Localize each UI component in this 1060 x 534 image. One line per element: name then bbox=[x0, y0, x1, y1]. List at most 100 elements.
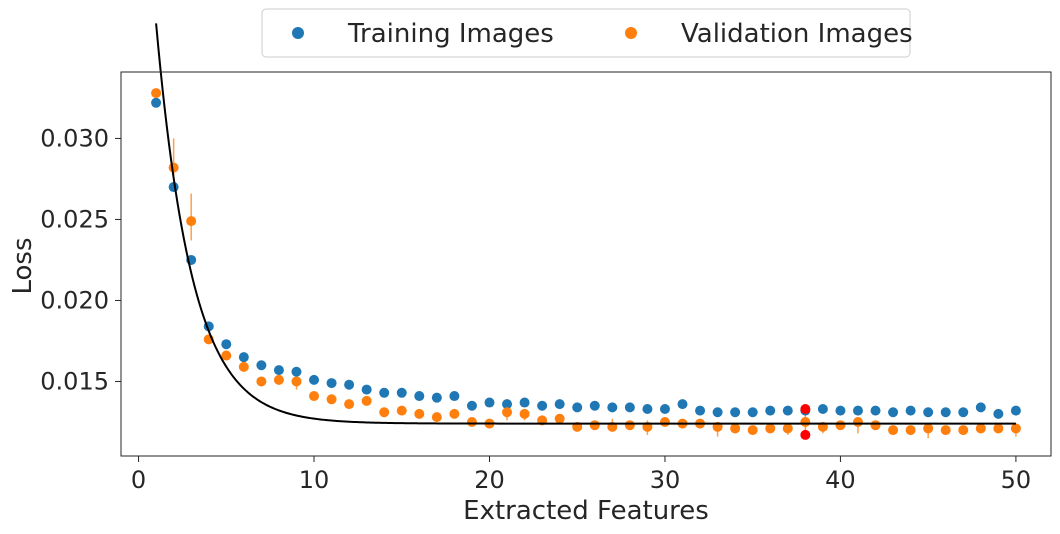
training-point bbox=[361, 384, 372, 395]
validation-point bbox=[431, 412, 442, 423]
training-point bbox=[817, 404, 828, 415]
training-point bbox=[291, 366, 302, 377]
training-point bbox=[923, 407, 934, 418]
validation-point bbox=[888, 425, 899, 436]
validation-point bbox=[730, 423, 741, 434]
validation-point bbox=[502, 407, 513, 418]
training-point bbox=[256, 360, 267, 371]
legend-marker-validation bbox=[625, 27, 637, 39]
validation-point bbox=[466, 416, 477, 427]
validation-point bbox=[151, 88, 162, 99]
validation-point bbox=[975, 423, 986, 434]
x-axis-label: Extracted Features bbox=[463, 496, 709, 526]
validation-point bbox=[765, 423, 776, 434]
training-point bbox=[151, 97, 162, 108]
legend-marker-training bbox=[292, 27, 304, 39]
x-tick-label: 10 bbox=[299, 466, 330, 494]
validation-point bbox=[1010, 423, 1021, 434]
axis-ticks: 0 10 20 30 40 50 0.015 0.020 0.025 0.030 bbox=[40, 124, 1031, 494]
validation-point bbox=[379, 407, 390, 418]
training-point bbox=[431, 392, 442, 403]
validation-point bbox=[870, 420, 881, 431]
training-point bbox=[1010, 405, 1021, 416]
highlight-point bbox=[800, 404, 811, 415]
validation-point bbox=[396, 405, 407, 416]
training-point bbox=[554, 399, 565, 410]
validation-point bbox=[659, 416, 670, 427]
validation-point bbox=[554, 413, 565, 424]
legend: Training Images Validation Images bbox=[261, 8, 913, 58]
x-tick-label: 40 bbox=[825, 466, 856, 494]
validation-point bbox=[344, 399, 355, 410]
y-tick-label: 0.015 bbox=[40, 367, 109, 395]
y-axis-label: Loss bbox=[8, 237, 38, 294]
training-point bbox=[484, 397, 495, 408]
training-point bbox=[695, 405, 706, 416]
training-point bbox=[870, 405, 881, 416]
y-tick-label: 0.020 bbox=[40, 286, 109, 314]
legend-label-validation: Validation Images bbox=[681, 19, 913, 49]
training-point bbox=[659, 404, 670, 415]
validation-point bbox=[256, 376, 267, 387]
training-point bbox=[852, 405, 863, 416]
validation-point bbox=[361, 395, 372, 406]
y-tick-label: 0.030 bbox=[40, 124, 109, 152]
training-point bbox=[993, 408, 1004, 419]
training-point bbox=[835, 405, 846, 416]
training-point bbox=[782, 405, 793, 416]
training-point bbox=[326, 378, 337, 389]
validation-point bbox=[905, 425, 916, 436]
plot-area bbox=[151, 23, 1021, 440]
training-point bbox=[888, 407, 899, 418]
training-point bbox=[747, 407, 758, 418]
training-point bbox=[940, 407, 951, 418]
validation-point bbox=[589, 420, 600, 431]
validation-point bbox=[414, 408, 425, 419]
x-tick-label: 30 bbox=[650, 466, 681, 494]
training-point bbox=[519, 397, 530, 408]
y-tick-label: 0.025 bbox=[40, 205, 109, 233]
training-point bbox=[677, 399, 688, 410]
validation-point bbox=[291, 376, 302, 387]
training-point bbox=[414, 391, 425, 402]
validation-point bbox=[624, 420, 635, 431]
x-tick-label: 0 bbox=[131, 466, 146, 494]
plot-frame bbox=[120, 71, 1052, 457]
training-point bbox=[958, 407, 969, 418]
training-point bbox=[502, 399, 513, 410]
validation-point bbox=[782, 423, 793, 434]
training-point bbox=[449, 391, 460, 402]
validation-point bbox=[186, 216, 197, 227]
fit-curve bbox=[155, 23, 1016, 425]
x-tick-label: 50 bbox=[1001, 466, 1032, 494]
validation-point bbox=[221, 350, 232, 361]
validation-point bbox=[993, 423, 1004, 434]
validation-point bbox=[835, 420, 846, 431]
training-point bbox=[589, 400, 600, 411]
training-point bbox=[712, 407, 723, 418]
validation-point bbox=[309, 391, 320, 402]
validation-point bbox=[747, 425, 758, 436]
validation-point bbox=[958, 425, 969, 436]
training-point bbox=[221, 339, 232, 350]
training-point bbox=[975, 402, 986, 413]
training-point bbox=[572, 402, 583, 413]
training-point bbox=[537, 400, 548, 411]
validation-point bbox=[519, 408, 530, 419]
training-point bbox=[379, 387, 390, 398]
validation-point bbox=[800, 416, 811, 427]
legend-label-training: Training Images bbox=[347, 19, 554, 49]
training-point bbox=[344, 379, 355, 390]
training-point bbox=[238, 352, 249, 363]
training-point bbox=[730, 407, 741, 418]
training-point bbox=[624, 402, 635, 413]
validation-point bbox=[923, 423, 934, 434]
training-point bbox=[642, 404, 653, 415]
legend-box bbox=[261, 8, 911, 58]
training-point bbox=[905, 405, 916, 416]
training-point bbox=[273, 365, 284, 376]
validation-point bbox=[852, 416, 863, 427]
training-point bbox=[309, 374, 320, 385]
